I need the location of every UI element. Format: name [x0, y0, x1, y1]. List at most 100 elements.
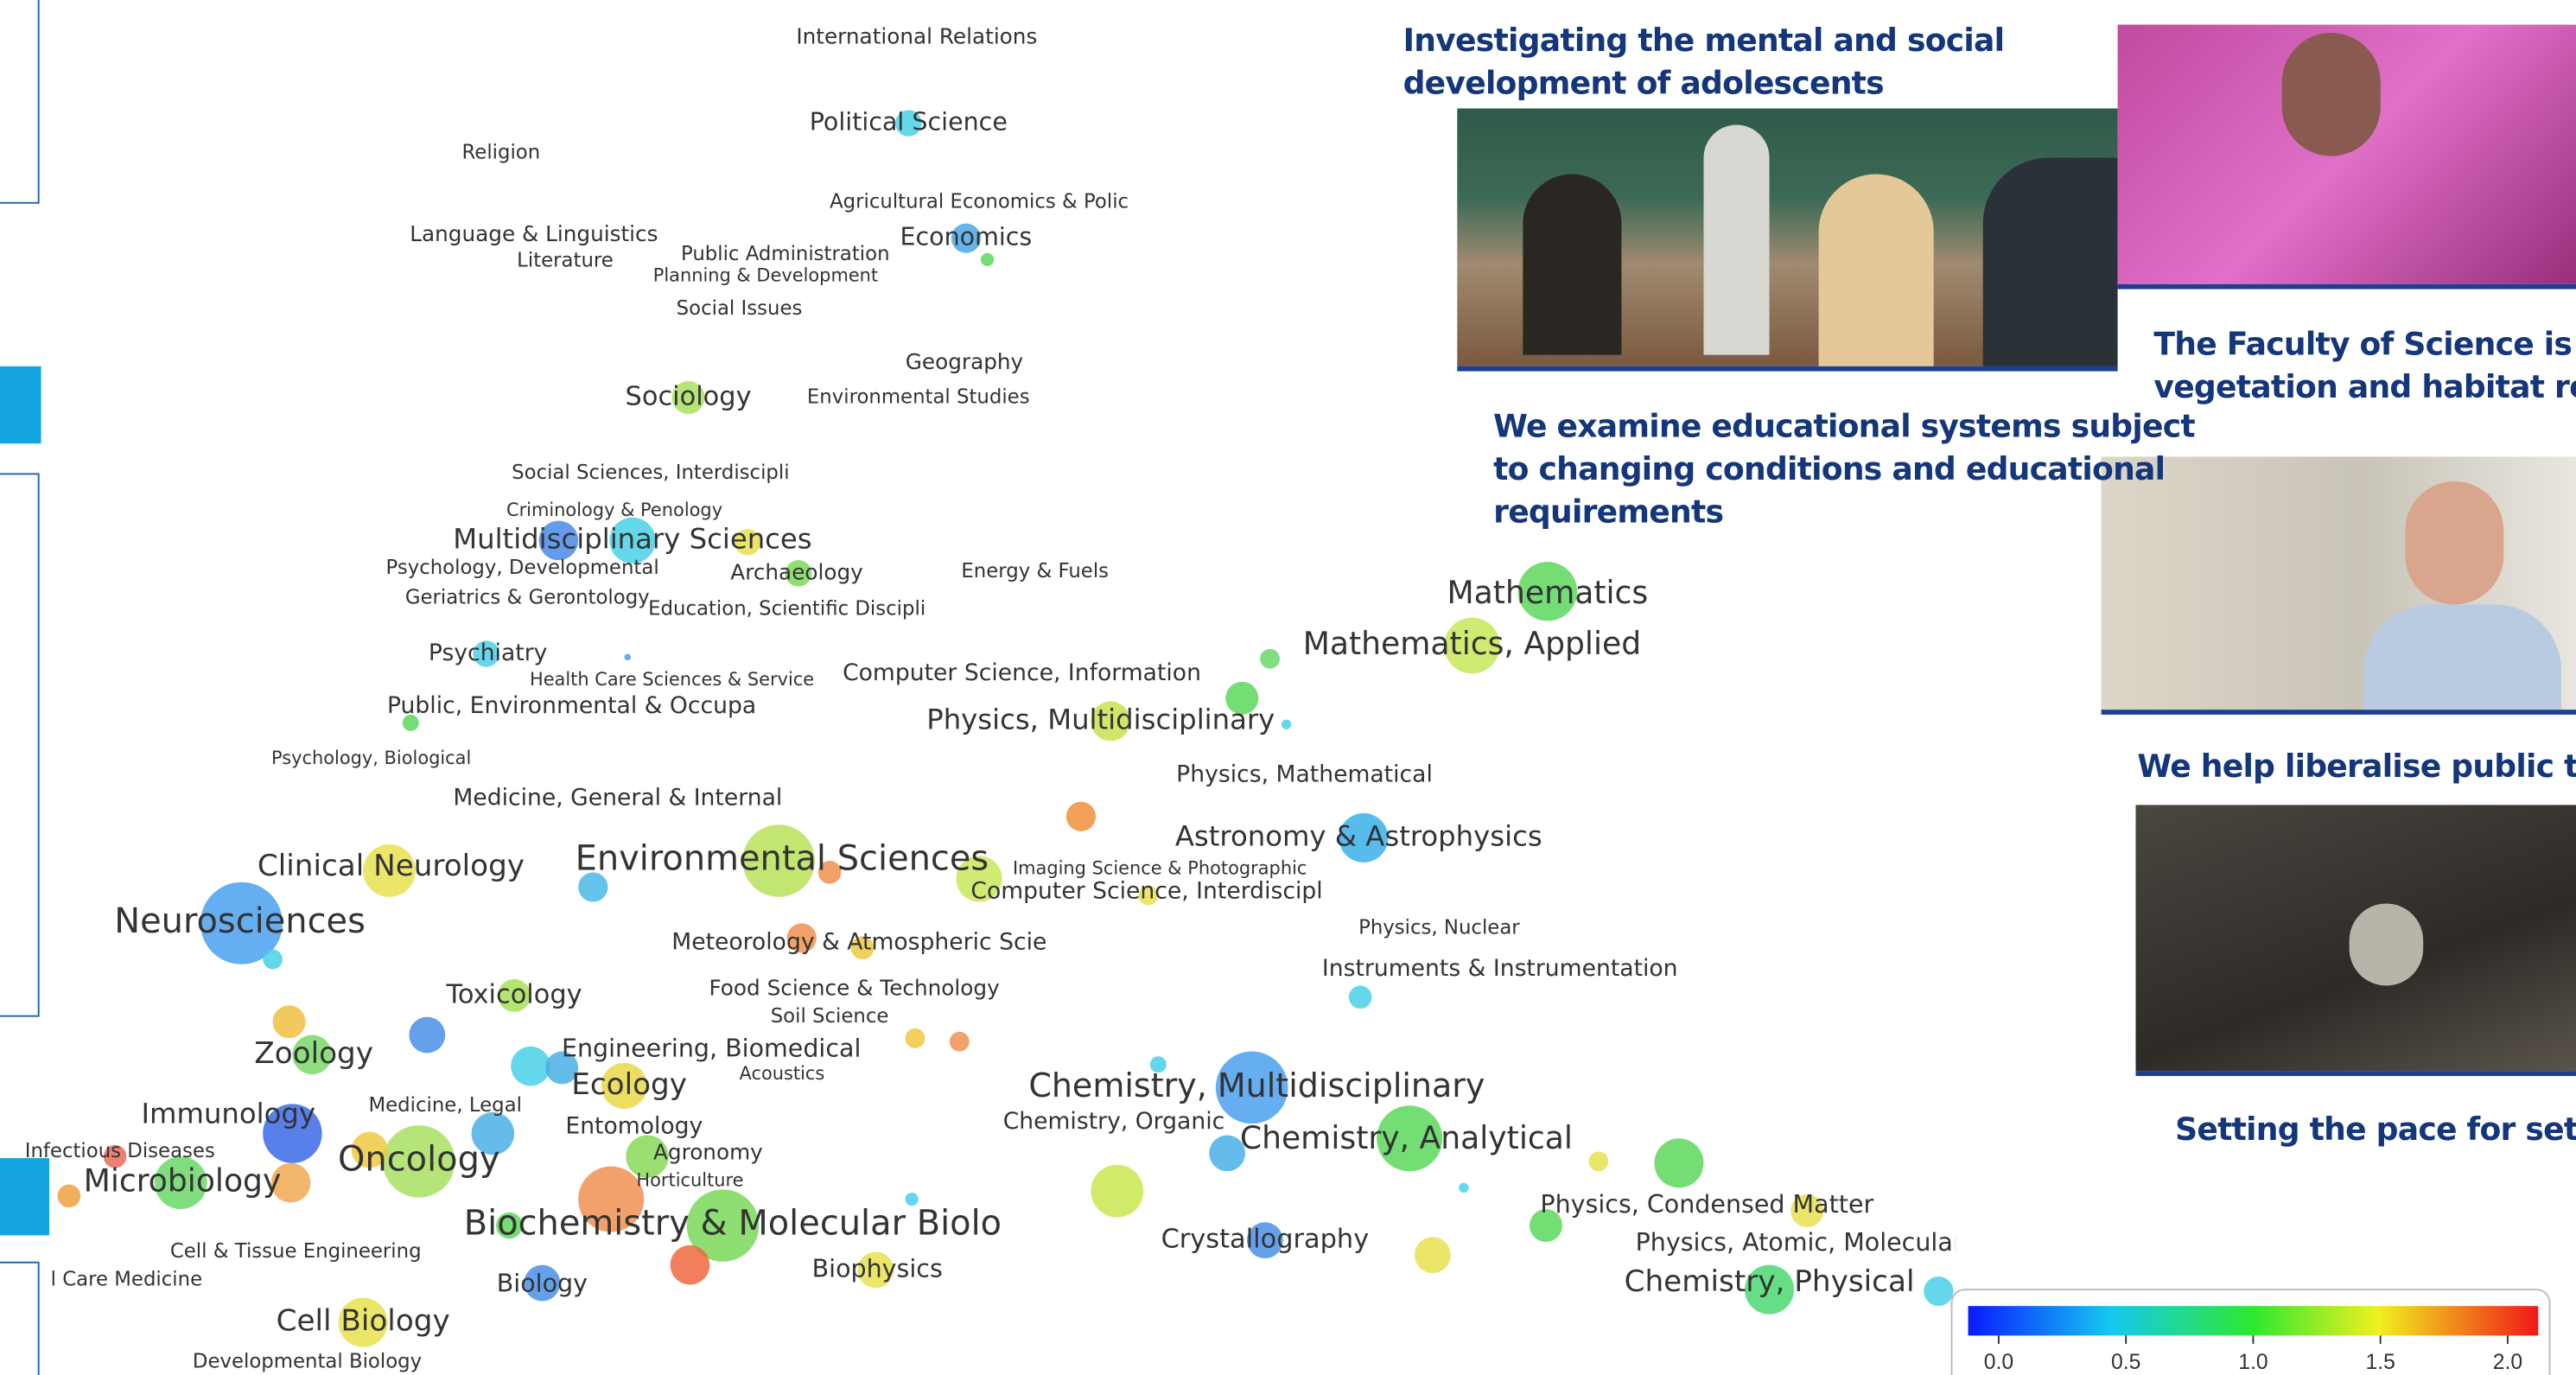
map-label: Religion	[461, 141, 540, 163]
map-label: Physics, Multidisciplinary	[926, 703, 1275, 735]
map-label: Zoology	[254, 1036, 373, 1071]
shirt	[2364, 605, 2561, 715]
map-label: Medicine, Legal	[368, 1094, 521, 1117]
bubble	[1654, 1138, 1703, 1187]
map-label: Mathematics, Applied	[1303, 625, 1641, 662]
photo-skeleton[interactable]	[2135, 805, 2576, 1076]
map-label: Medicine, General & Internal	[453, 784, 782, 811]
headline-line: Investigating the mental and social	[1403, 20, 2005, 62]
bubble	[671, 1245, 710, 1285]
map-label: Cell & Tissue Engineering	[170, 1240, 422, 1263]
map-label: Chemistry, Multidisciplinary	[1028, 1066, 1485, 1104]
caption[interactable]: The Faculty of Science is a Euvegetation…	[2153, 323, 2576, 409]
bubble	[906, 1028, 925, 1048]
map-label: l Care Medicine	[51, 1268, 202, 1290]
map-label: Imaging Science & Photographic	[1013, 858, 1307, 879]
bubble	[1415, 1237, 1451, 1273]
map-label: Language & Linguistics	[410, 221, 658, 246]
map-label: Health Care Sciences & Service	[530, 669, 814, 690]
bubble	[1091, 1165, 1143, 1218]
map-label: Crystallography	[1161, 1225, 1370, 1255]
map-label: Archaeology	[730, 559, 862, 584]
map-label: Social Issues	[677, 297, 803, 320]
map-label: Criminology & Penology	[506, 500, 722, 520]
caption-line: Setting the pace for settler	[2175, 1109, 2576, 1151]
map-label: Energy & Fuels	[961, 560, 1109, 582]
map-label: Computer Science, Interdiscipl	[970, 878, 1322, 905]
map-label: Acoustics	[740, 1063, 825, 1084]
figure	[1819, 174, 1934, 366]
map-label: Physics, Nuclear	[1358, 916, 1520, 939]
map-label: Sociology	[626, 382, 752, 412]
face	[2405, 481, 2503, 605]
bubble	[1282, 720, 1291, 729]
tick-label: 1.0	[2238, 1351, 2268, 1374]
caption-line: We help liberalise public trans	[2137, 746, 2576, 788]
photo-classroom[interactable]	[1457, 108, 2117, 371]
bubble	[1459, 1183, 1468, 1193]
map-label: Political Science	[810, 108, 1008, 137]
map-label: International Relations	[796, 24, 1037, 49]
map-label: Psychology, Developmental	[385, 557, 658, 579]
map-label: Food Science & Technology	[709, 975, 999, 1000]
map-label: Chemistry, Organic	[1003, 1108, 1225, 1135]
caption-line: requirements	[1493, 491, 2195, 533]
map-label: Education, Scientific Discipli	[648, 598, 925, 621]
map-label: Biology	[497, 1269, 588, 1297]
map-label: Microbiology	[84, 1162, 282, 1200]
bubble	[1588, 1151, 1608, 1171]
map-label: Environmental Studies	[807, 386, 1030, 409]
bubble	[1066, 802, 1096, 831]
map-label: Psychology, Biological	[271, 748, 471, 768]
map-label: Geriatrics & Gerontology	[405, 586, 650, 608]
screen: International Relations Political Science…	[0, 0, 2576, 1375]
map-label: Physics, Condensed Matter	[1540, 1190, 1873, 1219]
map-label: Soil Science	[771, 1005, 889, 1028]
map-label: Engineering, Biomedical	[562, 1034, 861, 1063]
map-label: Literature	[517, 250, 614, 272]
caption[interactable]: We help liberalise public trans	[2137, 746, 2576, 788]
map-label: Physics, Atomic, Molecular & C	[1636, 1228, 1956, 1257]
bubble	[58, 1185, 81, 1208]
map-label: Agricultural Economics & Polic	[830, 190, 1129, 213]
map-label: Public, Environmental & Occupa	[387, 692, 756, 719]
map-label: Biochemistry & Molecular Biolo	[464, 1204, 1002, 1244]
photo-lab[interactable]	[2118, 25, 2576, 290]
map-label: Clinical Neurology	[258, 849, 525, 883]
map-label: Mathematics	[1447, 574, 1649, 611]
map-label: Cell Biology	[277, 1304, 450, 1339]
map-label: Agronomy	[653, 1139, 763, 1164]
map-label: Neurosciences	[114, 901, 366, 941]
map-label: Psychiatry	[429, 640, 548, 666]
tick-label: 0.0	[1984, 1351, 2013, 1374]
map-label: Infectious Diseases	[25, 1140, 215, 1162]
tick-label: 1.5	[2366, 1351, 2395, 1374]
map-label: Planning & Development	[653, 264, 878, 285]
bubble	[263, 950, 283, 970]
map-label: Horticulture	[636, 1170, 743, 1191]
bubble	[511, 1047, 550, 1086]
map-label: Developmental Biology	[193, 1350, 422, 1372]
map-label: Biophysics	[812, 1254, 943, 1283]
map-label: Multidisciplinary Sciences	[453, 522, 811, 555]
bubble	[981, 253, 994, 266]
figure	[1703, 124, 1769, 354]
bubble	[950, 1032, 970, 1052]
map-label: Geography	[906, 349, 1023, 374]
figure	[1523, 174, 1621, 354]
map-label: Immunology	[142, 1098, 316, 1130]
map-label: Toxicology	[445, 979, 582, 1009]
color-ramp	[1969, 1306, 2539, 1335]
map-label: Physics, Mathematical	[1176, 761, 1433, 788]
caption[interactable]: Setting the pace for settler	[2175, 1109, 2576, 1151]
map-label: Meteorology & Atmospheric Scie	[671, 929, 1046, 956]
map-label: Instruments & Instrumentation	[1322, 955, 1678, 982]
map-label: Chemistry, Analytical	[1240, 1119, 1573, 1156]
caption-line: The Faculty of Science is a Eu	[2153, 323, 2576, 366]
map-label: Entomology	[565, 1112, 703, 1139]
map-label: Social Sciences, Interdiscipli	[512, 462, 789, 484]
map-label: Computer Science, Information	[843, 659, 1201, 686]
headline-line: development of adolescents	[1403, 62, 2005, 105]
